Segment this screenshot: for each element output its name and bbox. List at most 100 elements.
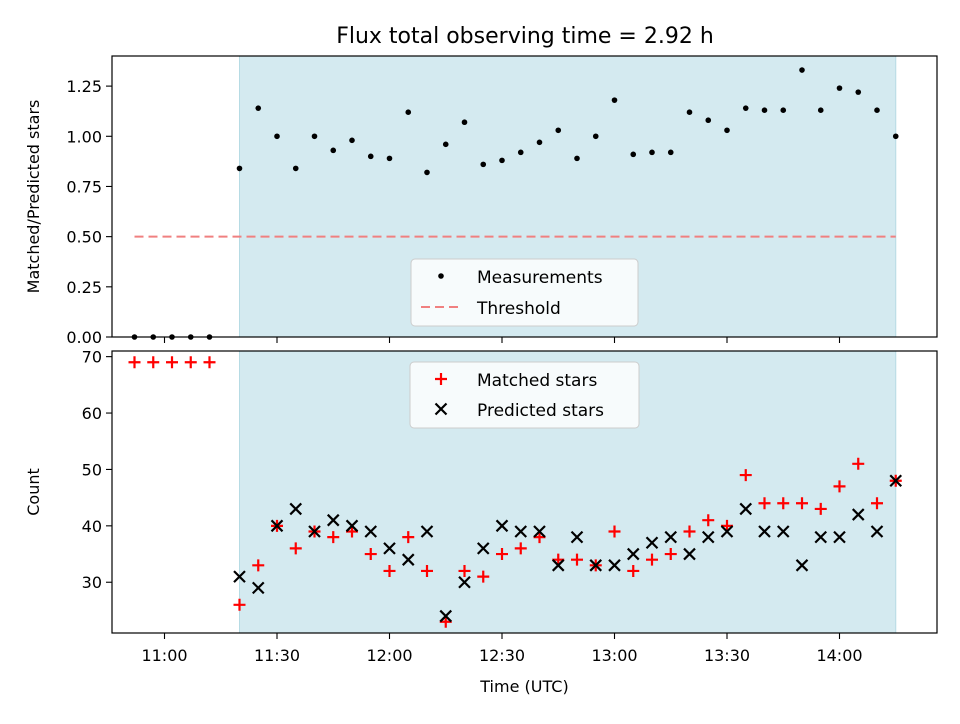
- measurement-point: [780, 107, 787, 113]
- matched-star-marker: [128, 356, 141, 369]
- matched-star-marker: [646, 553, 658, 566]
- measurement-point: [405, 109, 412, 115]
- x-tick-label: 13:30: [704, 646, 750, 665]
- predicted-star-marker: [683, 547, 696, 561]
- matched-star-marker: [739, 469, 752, 482]
- predicted-star-marker: [758, 525, 771, 538]
- measurement-point: [480, 161, 487, 168]
- predicted-star-marker: [626, 547, 640, 561]
- y-tick-label: 70: [82, 348, 102, 367]
- predicted-star-marker: [495, 519, 509, 533]
- matched-star-marker: [184, 356, 197, 369]
- predicted-star-marker: [701, 530, 715, 544]
- legend-label: Predicted stars: [477, 401, 604, 421]
- predicted-star-marker: [664, 530, 678, 544]
- measurement-point: [424, 169, 430, 176]
- y-tick-label: 50: [82, 460, 102, 479]
- legends: Measurements Threshold Matched stars Predic…: [409, 258, 640, 429]
- predicted-star-marker: [551, 559, 565, 572]
- x-tick-label: 12:00: [366, 646, 412, 665]
- matched-star-marker: [814, 502, 827, 515]
- measurement-point: [892, 133, 899, 140]
- predicted-star-marker: [326, 513, 340, 527]
- predicted-star-marker: [233, 570, 246, 583]
- measurement-point: [667, 149, 674, 156]
- predicted-star-marker: [645, 536, 659, 550]
- matched-star-marker: [289, 542, 302, 555]
- matched-star-marker: [777, 497, 790, 510]
- predicted-star-marker: [608, 559, 621, 572]
- matched-star-marker: [664, 548, 677, 561]
- matched-star-marker: [233, 598, 246, 611]
- matched-star-marker: [533, 531, 546, 544]
- y-axis-label: Count: [24, 468, 43, 516]
- predicted-star-marker: [401, 553, 415, 566]
- measurement-point: [742, 105, 749, 111]
- measurement-point: [817, 107, 824, 113]
- measurement-point: [187, 334, 194, 340]
- y-tick-label: 40: [82, 517, 102, 536]
- measurement-point: [611, 97, 618, 103]
- legend-matched-marker: [435, 373, 447, 385]
- x-tick-label: 11:00: [141, 646, 187, 665]
- matched-star-marker: [166, 356, 178, 369]
- measurement-point: [131, 334, 138, 340]
- measurement-point: [386, 155, 393, 162]
- predicted-star-marker: [308, 525, 321, 538]
- predicted-star-marker: [795, 559, 809, 572]
- predicted-star-marker: [720, 525, 734, 538]
- predicted-star-marker: [345, 519, 359, 533]
- predicted-star-marker: [814, 530, 828, 544]
- y-tick-label: 0.75: [66, 177, 102, 196]
- matched-star-marker: [627, 564, 640, 577]
- predicted-star-marker: [570, 530, 584, 544]
- legend-box: [410, 258, 639, 327]
- y-tick-label: 0.00: [66, 328, 102, 347]
- measurement-point: [274, 133, 280, 140]
- predicted-star-marker: [514, 525, 528, 538]
- axes-frames: [111, 55, 938, 634]
- matched-star-marker: [871, 497, 883, 510]
- measurement-point: [592, 133, 599, 140]
- matched-star-marker: [252, 559, 265, 572]
- matched-star-marker: [327, 531, 340, 544]
- x-tick-label: 11:30: [254, 646, 300, 665]
- predicted-star-marker: [251, 581, 265, 595]
- predicted-star-marker: [383, 542, 396, 555]
- observing-window-bands: [239, 55, 897, 634]
- x-tick-label: 14:00: [816, 646, 862, 665]
- legend-label: Measurements: [477, 268, 603, 288]
- matched-star-marker: [458, 564, 471, 577]
- predicted-star-marker: [439, 609, 453, 623]
- matched-star-marker: [758, 497, 771, 510]
- measurement-point: [874, 107, 880, 113]
- predicted-star-marker: [776, 525, 790, 538]
- matched-star-marker: [477, 570, 490, 583]
- matched-star-marker: [383, 564, 396, 577]
- axes-frame: [111, 350, 938, 634]
- measurement-point: [555, 127, 562, 134]
- matched-star-marker: [346, 525, 358, 538]
- measurement-point: [461, 119, 468, 126]
- chart-title: Flux total observing time = 2.92 h: [336, 24, 714, 49]
- matched-star-marker: [571, 553, 583, 566]
- y-tick-label: 0.50: [66, 228, 102, 247]
- measurement-point: [836, 85, 843, 91]
- tick-marks: 0.00 0.25 0.50 0.75 1.00 1.25 Matched/Predicte…: [24, 77, 863, 696]
- measurement-point: [799, 67, 805, 73]
- measurement-point: [855, 89, 862, 95]
- matched-star-marker: [439, 615, 452, 628]
- matched-star-marker: [496, 548, 508, 561]
- measurement-point: [150, 334, 157, 340]
- measurement-point: [686, 109, 693, 115]
- measurement-point: [292, 165, 299, 172]
- matched-star-marker: [147, 356, 160, 369]
- matched-star-marker: [721, 519, 733, 532]
- predicted-star-marker: [458, 575, 471, 589]
- legend-label: Threshold: [476, 299, 561, 319]
- x-axis-label: Time (UTC): [479, 677, 568, 696]
- y-tick-label: 0.25: [66, 278, 102, 297]
- matched-star-marker: [552, 553, 565, 566]
- matched-star-marker: [608, 525, 621, 538]
- data-marks: [128, 67, 903, 628]
